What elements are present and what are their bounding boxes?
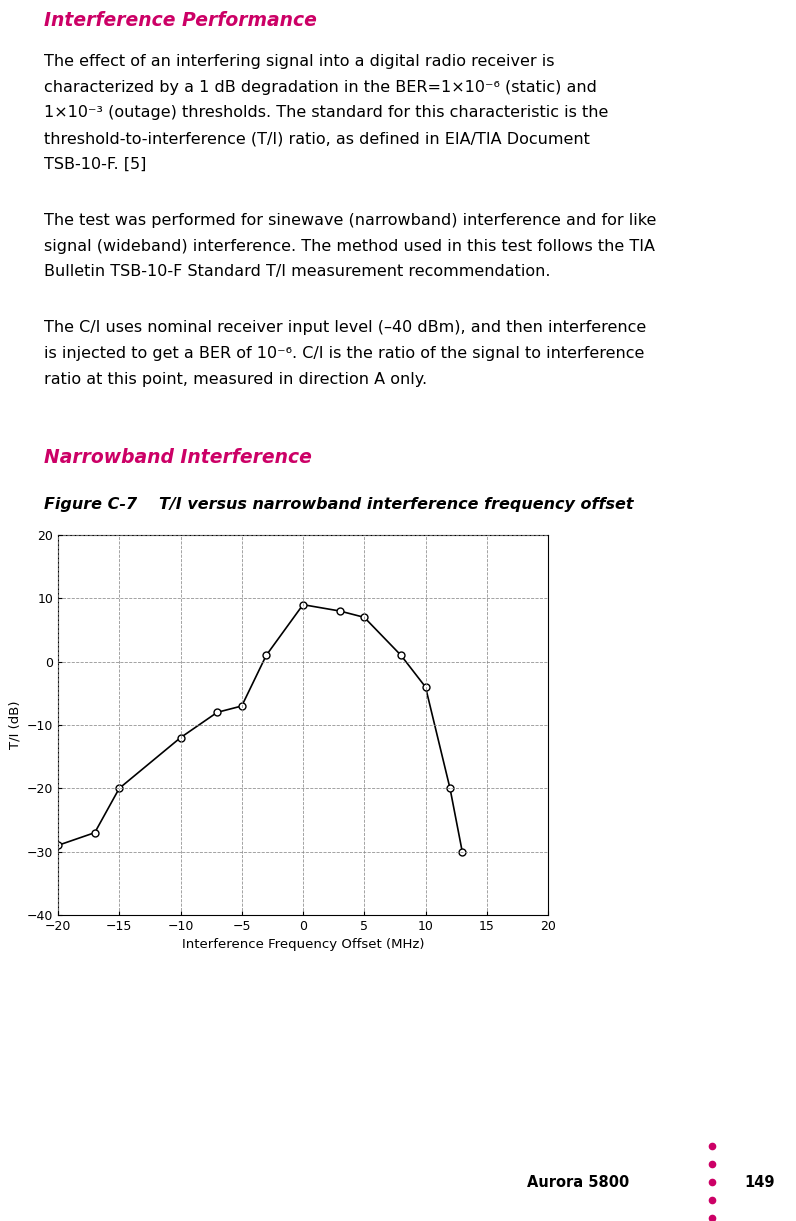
Text: ratio at this point, measured in direction A only.: ratio at this point, measured in directi… <box>44 372 427 387</box>
Text: threshold-to-interference (T/I) ratio, as defined in EIA/TIA Document: threshold-to-interference (T/I) ratio, a… <box>44 131 590 147</box>
Text: Narrowband Interference: Narrowband Interference <box>44 448 312 466</box>
Text: 149: 149 <box>744 1175 775 1189</box>
Text: The C/I uses nominal receiver input level (–40 dBm), and then interference: The C/I uses nominal receiver input leve… <box>44 320 646 336</box>
Text: The effect of an interfering signal into a digital radio receiver is: The effect of an interfering signal into… <box>44 54 554 68</box>
Text: is injected to get a BER of 10⁻⁶. C/I is the ratio of the signal to interference: is injected to get a BER of 10⁻⁶. C/I is… <box>44 346 644 361</box>
X-axis label: Interference Frequency Offset (MHz): Interference Frequency Offset (MHz) <box>181 939 424 951</box>
Text: signal (wideband) interference. The method used in this test follows the TIA: signal (wideband) interference. The meth… <box>44 238 655 254</box>
Text: T/I versus narrowband interference frequency offset: T/I versus narrowband interference frequ… <box>159 497 634 512</box>
Text: 1×10⁻³ (outage) thresholds. The standard for this characteristic is the: 1×10⁻³ (outage) thresholds. The standard… <box>44 105 608 121</box>
Text: Bulletin TSB-10-F Standard T/I measurement recommendation.: Bulletin TSB-10-F Standard T/I measureme… <box>44 265 550 280</box>
Text: Figure C-7: Figure C-7 <box>44 497 137 512</box>
Text: Interference Performance: Interference Performance <box>44 11 317 29</box>
Text: TSB-10-F. [5]: TSB-10-F. [5] <box>44 158 146 172</box>
Y-axis label: T/I (dB): T/I (dB) <box>8 701 21 750</box>
Text: characterized by a 1 dB degradation in the BER=1×10⁻⁶ (static) and: characterized by a 1 dB degradation in t… <box>44 79 597 94</box>
Text: Aurora 5800: Aurora 5800 <box>527 1175 629 1189</box>
Text: The test was performed for sinewave (narrowband) interference and for like: The test was performed for sinewave (nar… <box>44 212 656 228</box>
